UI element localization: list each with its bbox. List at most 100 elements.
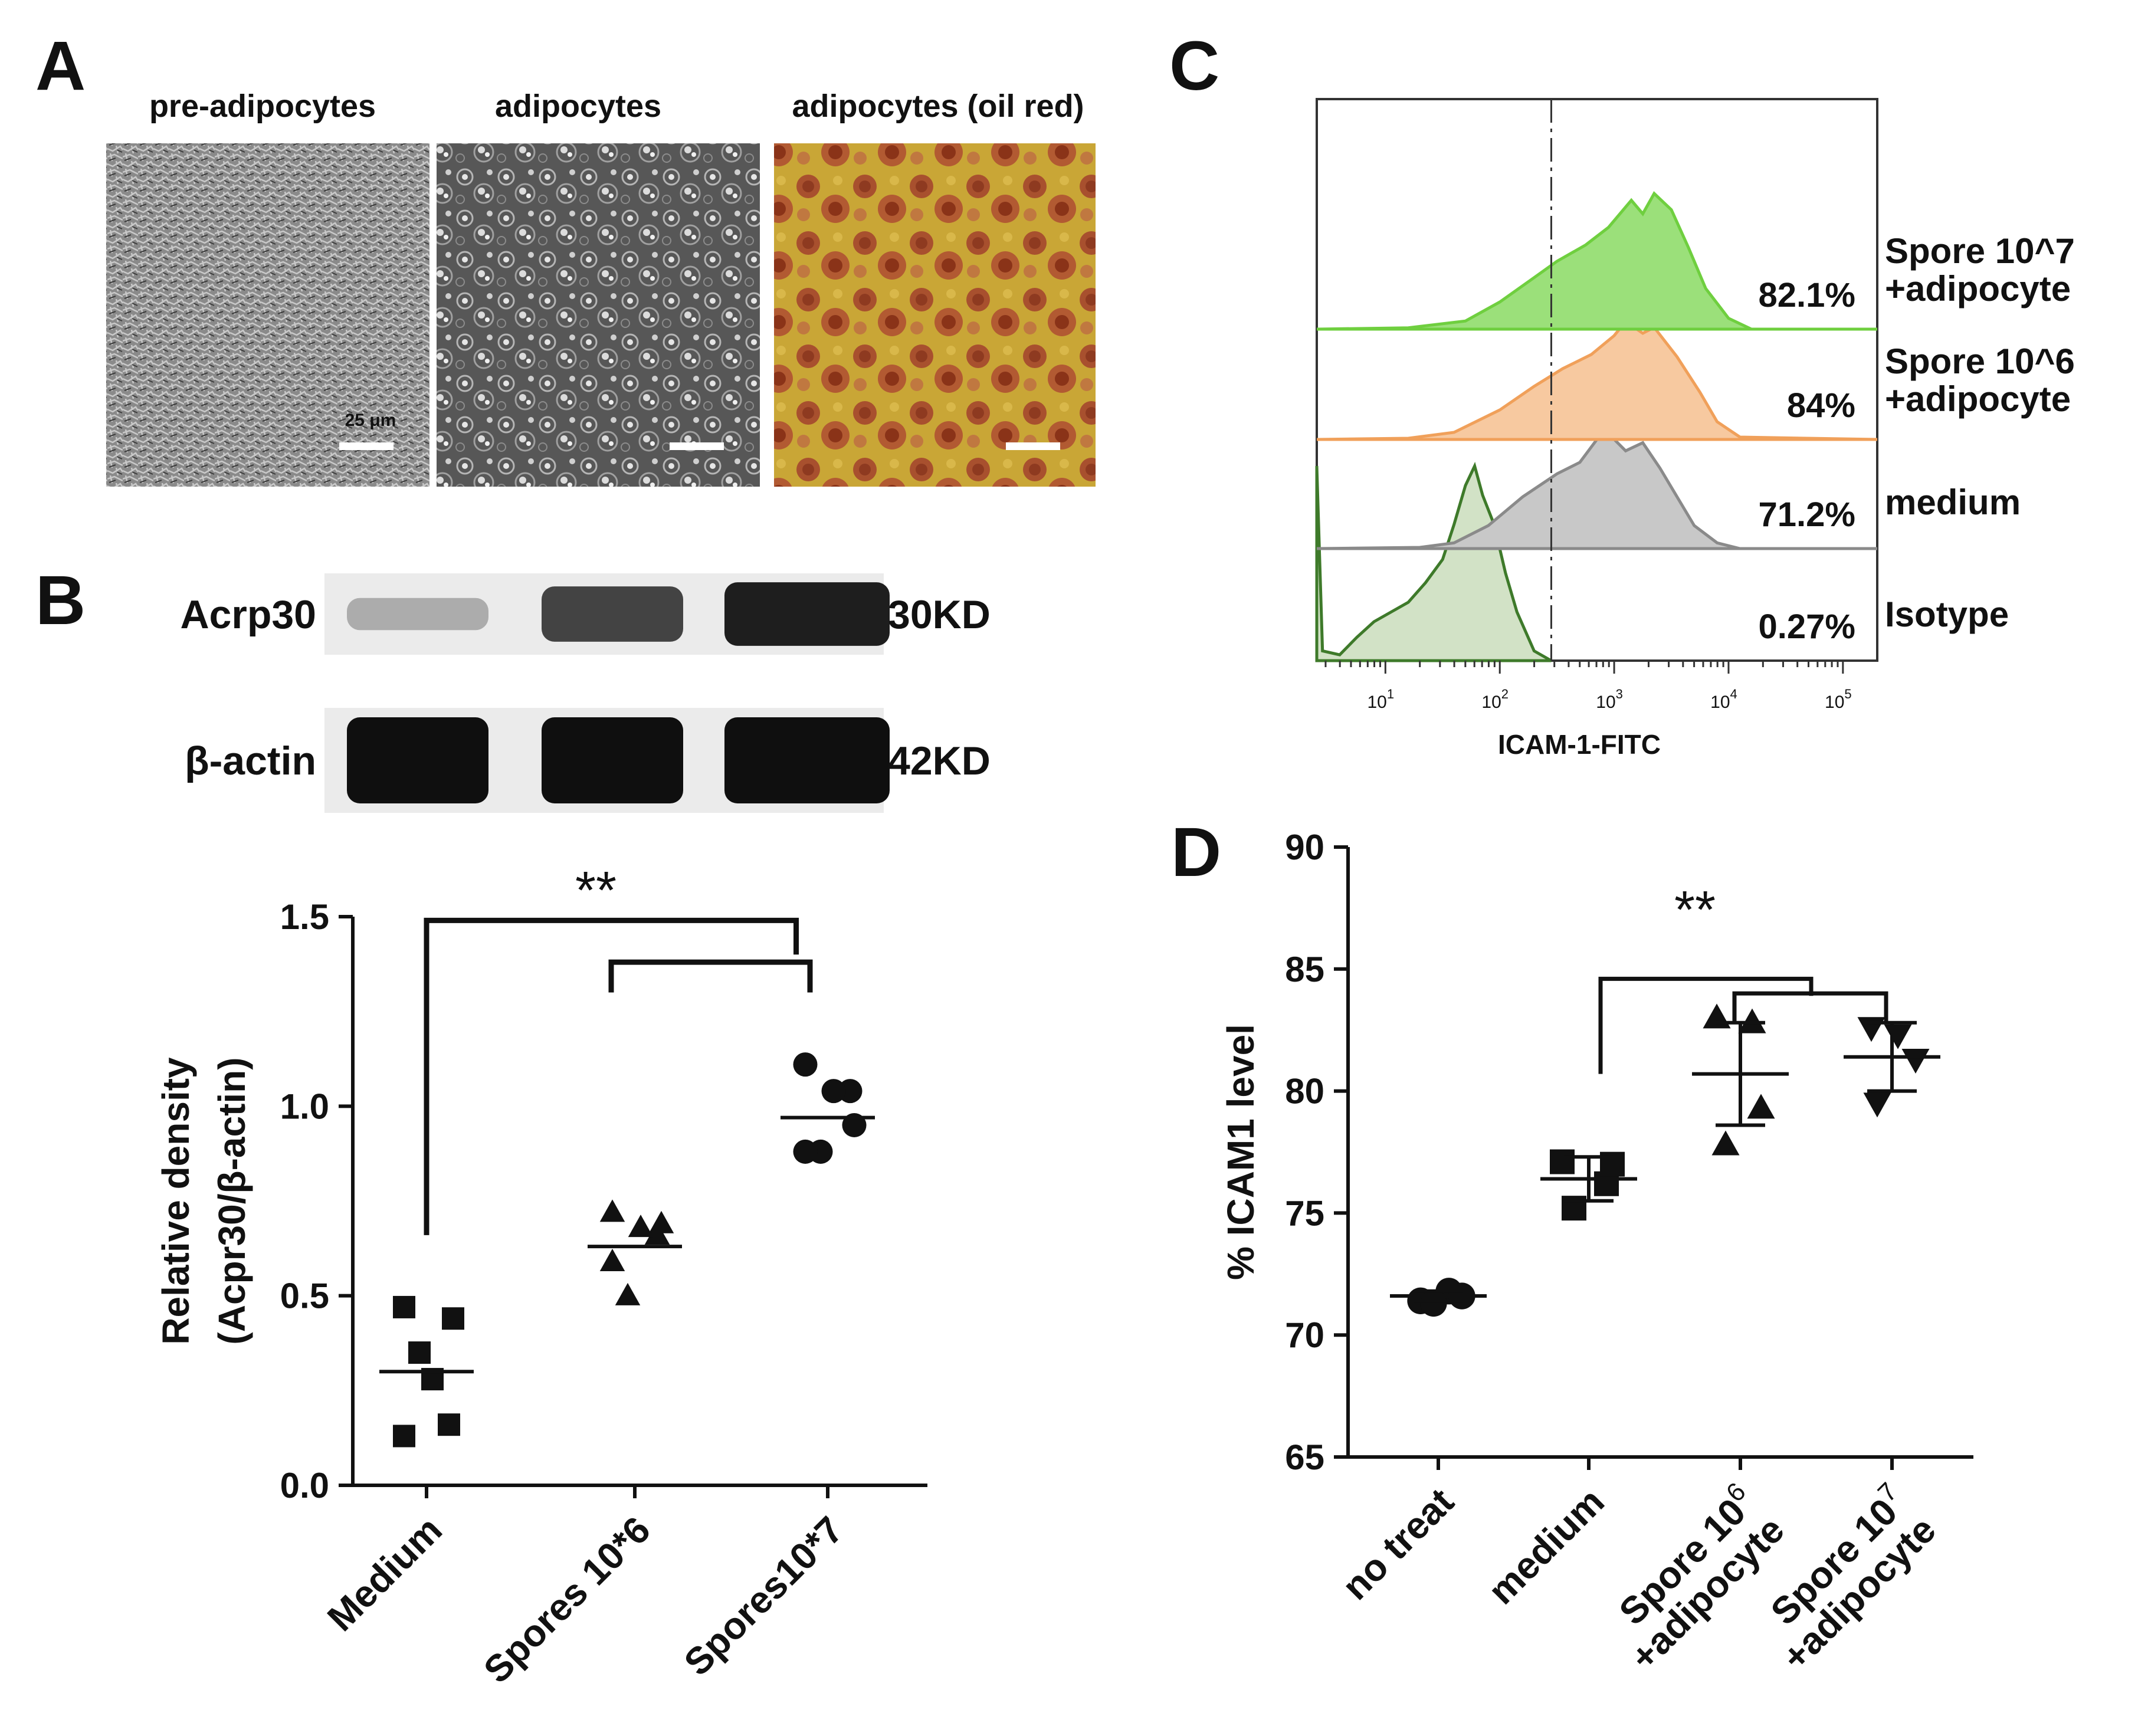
y-tick-label: 70 [1285,1315,1324,1355]
micrograph-title-adipocytes: adipocytes [495,88,661,124]
significance-label: ** [1674,881,1716,940]
data-point [648,1210,674,1233]
condition-label: medium [1885,483,2021,522]
x-category-label: Spores 10*6 [476,1508,658,1691]
y-tick-label: 80 [1285,1072,1324,1111]
y-axis-label: (Acpr30/β-actin) [211,1057,253,1344]
y-axis-label: Relative density [155,1057,197,1345]
data-point [1738,1008,1766,1033]
x-tick-label: 103 [1596,687,1623,712]
data-point [442,1307,464,1330]
blot-band [347,598,488,631]
data-point [1884,1024,1912,1049]
blot-band [542,717,683,803]
data-point [821,1079,846,1104]
significance-bracket [424,917,799,1235]
blot-protein-label: Acrp30 [180,592,316,637]
blot-protein-label: β-actin [185,739,316,783]
percent-label: 0.27% [1759,608,1855,646]
x-category-text: no treat [1334,1480,1462,1608]
x-tick-exponent: 2 [1501,687,1509,701]
x-category-text: medium [1480,1480,1612,1612]
scale-bar [1006,442,1060,450]
data-point [1901,1048,1930,1074]
data-point [793,1139,818,1164]
panel-label-a: A [35,27,86,105]
y-tick-label: 0.0 [280,1466,329,1505]
blot-band [724,717,890,803]
data-point [1857,1017,1885,1042]
histogram-1 [1316,431,1877,550]
x-tick-exponent: 1 [1387,687,1394,701]
blot-band [724,582,890,646]
y-axis-label: % ICAM1 level [1219,1024,1262,1280]
scale-bar-label: 25 μm [345,411,396,430]
panel-label-c: C [1169,27,1219,105]
data-point [438,1413,460,1436]
data-point [793,1052,818,1077]
data-point [599,1248,625,1271]
x-category-label: no treat [1334,1480,1462,1608]
percent-label: 82.1% [1759,276,1855,314]
data-point [1747,1094,1775,1119]
x-tick-label: 102 [1481,687,1509,712]
x-tick-base: 10 [1825,693,1844,712]
data-point [1863,1092,1891,1118]
y-tick-label: 65 [1285,1438,1324,1477]
condition-label: Isotype [1885,595,2009,634]
x-tick-base: 10 [1596,693,1615,712]
x-tick-label: 105 [1825,687,1852,712]
western-blot: Acrp30 30KD β-actin 42KD [180,573,991,813]
percent-label: 84% [1787,386,1855,425]
y-tick-label: 1.5 [280,897,329,937]
data-point [615,1282,641,1305]
y-tick-label: 1.0 [280,1087,329,1126]
y-tick-label: 0.5 [280,1276,329,1316]
percent-label: 71.2% [1759,495,1855,534]
panel-label-d: D [1171,813,1221,891]
data-point [644,1222,670,1245]
x-tick-exponent: 4 [1730,687,1737,701]
condition-label: +adipocyte [1885,379,2071,419]
scale-bar [670,442,724,450]
micrograph-preadipocytes [106,143,429,487]
data-point [1711,1130,1740,1156]
scale-bar [339,442,394,450]
data-point [599,1199,625,1222]
micrograph-title-preadipocytes: pre-adipocytes [149,88,376,124]
x-category-label: medium [1480,1480,1612,1612]
panel-label-b: B [35,562,86,639]
significance-bracket [1732,991,1888,1023]
x-tick-label: 104 [1710,687,1737,712]
x-tick-base: 10 [1710,693,1730,712]
histogram-3 [1316,191,1877,331]
condition-label: Spore 10^7 [1885,231,2075,271]
x-tick-exponent: 5 [1844,687,1851,701]
x-tick-exponent: 3 [1616,687,1623,701]
micrograph-adipocytes [437,143,760,487]
x-tick-label: 101 [1368,687,1395,712]
data-point [393,1295,415,1318]
blot-size-label: 30KD [888,592,991,637]
significance-label: ** [575,861,617,920]
data-point [1420,1289,1447,1317]
data-point [1550,1149,1575,1174]
y-tick-label: 90 [1285,828,1324,867]
data-point [1703,1003,1731,1029]
blot-size-label: 42KD [888,739,991,783]
blot-band [542,586,683,642]
condition-label: Spore 10^6 [1885,342,2075,381]
micrograph-title-oil-red: adipocytes (oil red) [792,88,1084,124]
x-axis-label: ICAM-1-FITC [1498,729,1661,760]
data-point [393,1425,415,1448]
x-category-label: Medium [319,1508,450,1639]
condition-label: +adipocyte [1885,269,2071,309]
x-tick-base: 10 [1481,693,1501,712]
micrograph-oil-red [774,143,1096,487]
histogram-0 [1315,461,1552,662]
significance-bracket [608,959,813,993]
chart-b: 0.0 0.5 1.0 1.5 Relative density (Acpr30/β-ac… [155,861,927,1691]
